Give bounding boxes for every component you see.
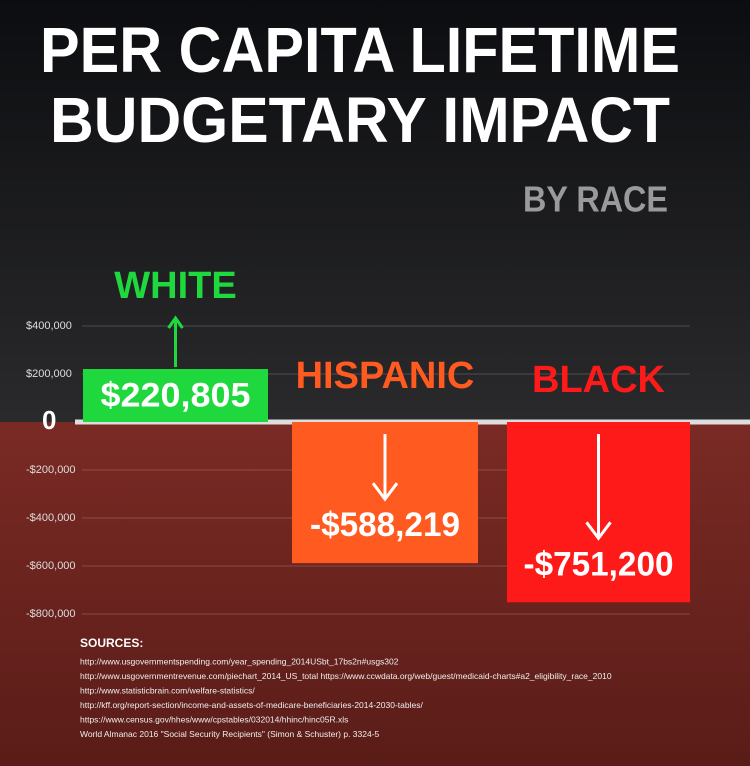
arrow bbox=[585, 434, 612, 541]
arrow bbox=[167, 315, 184, 368]
source-item: http://kff.org/report-section/income-and… bbox=[80, 700, 423, 710]
source-item: World Almanac 2016 "Social Security Reci… bbox=[80, 729, 380, 739]
bar bbox=[83, 369, 268, 422]
source-item: https://www.census.gov/hhes/www/cpstable… bbox=[80, 714, 348, 724]
chart-title: BUDGETARY IMPACT bbox=[50, 84, 670, 156]
source-item: http://www.usgovernmentspending.com/year… bbox=[80, 656, 399, 666]
sources: SOURCES: http://www.usgovernmentspending.… bbox=[80, 636, 612, 739]
chart-title: PER CAPITA LIFETIME bbox=[40, 14, 680, 86]
category-label: HISPANIC bbox=[296, 355, 475, 397]
y-tick-label: 0 bbox=[42, 405, 56, 435]
y-tick-label: -$600,000 bbox=[26, 560, 76, 572]
arrow bbox=[371, 434, 399, 502]
sources-title: SOURCES: bbox=[80, 636, 143, 650]
source-item: http://www.usgovernmentrevenue.com/piech… bbox=[80, 671, 612, 681]
category-label: WHITE bbox=[114, 265, 236, 307]
y-tick-label: -$200,000 bbox=[26, 464, 76, 476]
chart-subtitle: BY RACE bbox=[523, 179, 668, 220]
value-label: $220,805 bbox=[101, 376, 251, 414]
value-label: -$588,219 bbox=[310, 506, 460, 544]
y-tick-label: $200,000 bbox=[26, 368, 72, 380]
y-tick-label: -$400,000 bbox=[26, 512, 76, 524]
y-tick-label: $400,000 bbox=[26, 320, 72, 332]
source-item: http://www.statisticbrain.com/welfare-st… bbox=[80, 685, 255, 695]
background-top bbox=[0, 0, 750, 422]
y-tick-label: -$800,000 bbox=[26, 608, 76, 620]
value-label: -$751,200 bbox=[524, 545, 674, 583]
category-label: BLACK bbox=[532, 359, 666, 401]
